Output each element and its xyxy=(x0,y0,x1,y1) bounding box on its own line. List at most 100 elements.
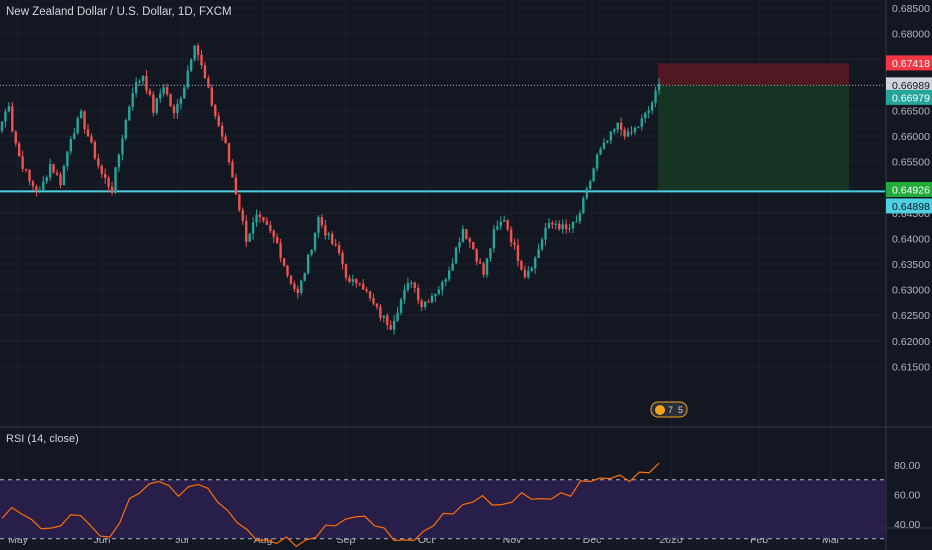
candle-body xyxy=(650,102,654,111)
candle-body xyxy=(379,306,382,318)
candle-body xyxy=(616,122,619,130)
candle-body xyxy=(389,325,392,330)
candle-body xyxy=(24,168,28,171)
candle-body xyxy=(42,181,45,190)
candle-body xyxy=(499,221,502,227)
candle-body xyxy=(45,177,48,182)
y-tick-label: 0.64000 xyxy=(892,233,930,245)
candle-body xyxy=(134,82,138,94)
candle-body xyxy=(441,281,444,290)
candle-body xyxy=(14,131,17,144)
candle-body xyxy=(647,110,650,113)
price-tag-label: 0.67418 xyxy=(892,58,930,70)
candle-body xyxy=(172,106,176,114)
rsi-band xyxy=(0,479,885,539)
candle-body xyxy=(575,221,578,223)
candle-body xyxy=(293,283,296,289)
candle-body xyxy=(341,252,344,265)
candle-body xyxy=(657,83,661,91)
candle-body xyxy=(317,217,320,233)
candle-body xyxy=(602,142,606,149)
candle-body xyxy=(114,167,117,193)
candle-body xyxy=(427,301,430,303)
candle-body xyxy=(11,106,14,132)
rsi-tick-label: 20.00 xyxy=(894,549,920,550)
candle-body xyxy=(269,224,272,232)
candle-body xyxy=(623,129,626,137)
candle-body xyxy=(76,118,79,134)
candle-body xyxy=(423,301,427,307)
candle-body xyxy=(272,231,275,238)
candle-body xyxy=(533,257,537,269)
candle-body xyxy=(303,272,306,281)
candle-body xyxy=(644,112,647,119)
candle-body xyxy=(159,93,162,99)
candle-body xyxy=(358,283,361,285)
events-count-b: 5 xyxy=(678,405,683,415)
y-tick-label: 0.63000 xyxy=(892,285,930,297)
candle-body xyxy=(238,194,241,211)
candle-body xyxy=(107,177,110,187)
candle-body xyxy=(141,75,145,82)
price-tag-label: 0.64898 xyxy=(892,201,930,213)
candle-body xyxy=(245,220,248,242)
candle-body xyxy=(626,131,630,137)
candle-body xyxy=(485,258,489,275)
candle-body xyxy=(482,263,485,275)
candle-body xyxy=(131,93,134,107)
price-tag-label: 0.66989 xyxy=(892,80,930,92)
y-tick-label: 0.62000 xyxy=(892,336,930,348)
candle-body xyxy=(348,277,351,282)
candle-body xyxy=(355,279,358,284)
candle-body xyxy=(420,300,423,307)
candle-body xyxy=(544,227,547,240)
candle-body xyxy=(547,222,551,228)
candle-body xyxy=(595,154,599,169)
flag-icon xyxy=(655,405,665,415)
candle-body xyxy=(55,172,59,175)
candle-body xyxy=(248,233,251,242)
candle-body xyxy=(241,210,244,221)
candle-body xyxy=(121,138,124,155)
candle-body xyxy=(296,288,300,294)
candle-body xyxy=(110,186,114,193)
candle-body xyxy=(31,181,35,187)
candle-body xyxy=(344,264,348,278)
y-tick-label: 0.66000 xyxy=(892,131,930,143)
candle-body xyxy=(509,229,513,243)
candle-body xyxy=(231,162,234,178)
candle-body xyxy=(447,270,451,280)
candle-body xyxy=(619,122,623,130)
y-tick-label: 0.62500 xyxy=(892,310,930,322)
candle-body xyxy=(234,177,238,195)
candle-body xyxy=(351,279,355,282)
candle-body xyxy=(417,287,420,301)
candle-body xyxy=(186,70,189,88)
rsi-tick-label: 80.00 xyxy=(894,460,920,472)
price-tag: 0.64898 xyxy=(886,198,932,214)
candle-body xyxy=(28,170,31,182)
candle-body xyxy=(399,299,403,313)
stop-loss-zone xyxy=(658,63,849,86)
candle-body xyxy=(69,138,72,152)
candle-body xyxy=(59,174,62,186)
price-tag-bg xyxy=(886,89,932,105)
candle-body xyxy=(66,151,69,167)
candle-body xyxy=(48,164,52,178)
candle-body xyxy=(207,78,210,88)
candle-body xyxy=(503,220,506,222)
candle-body xyxy=(217,116,220,126)
price-tag: 0.67418 xyxy=(886,55,932,71)
candle-body xyxy=(382,315,386,318)
candle-body xyxy=(551,222,554,225)
y-tick-label: 0.61500 xyxy=(892,361,930,373)
candle-body xyxy=(203,65,207,79)
candle-body xyxy=(265,220,269,225)
candle-body xyxy=(275,237,279,244)
candle-body xyxy=(334,243,337,246)
candle-body xyxy=(472,242,475,250)
candle-body xyxy=(365,289,368,292)
candle-body xyxy=(561,224,564,230)
